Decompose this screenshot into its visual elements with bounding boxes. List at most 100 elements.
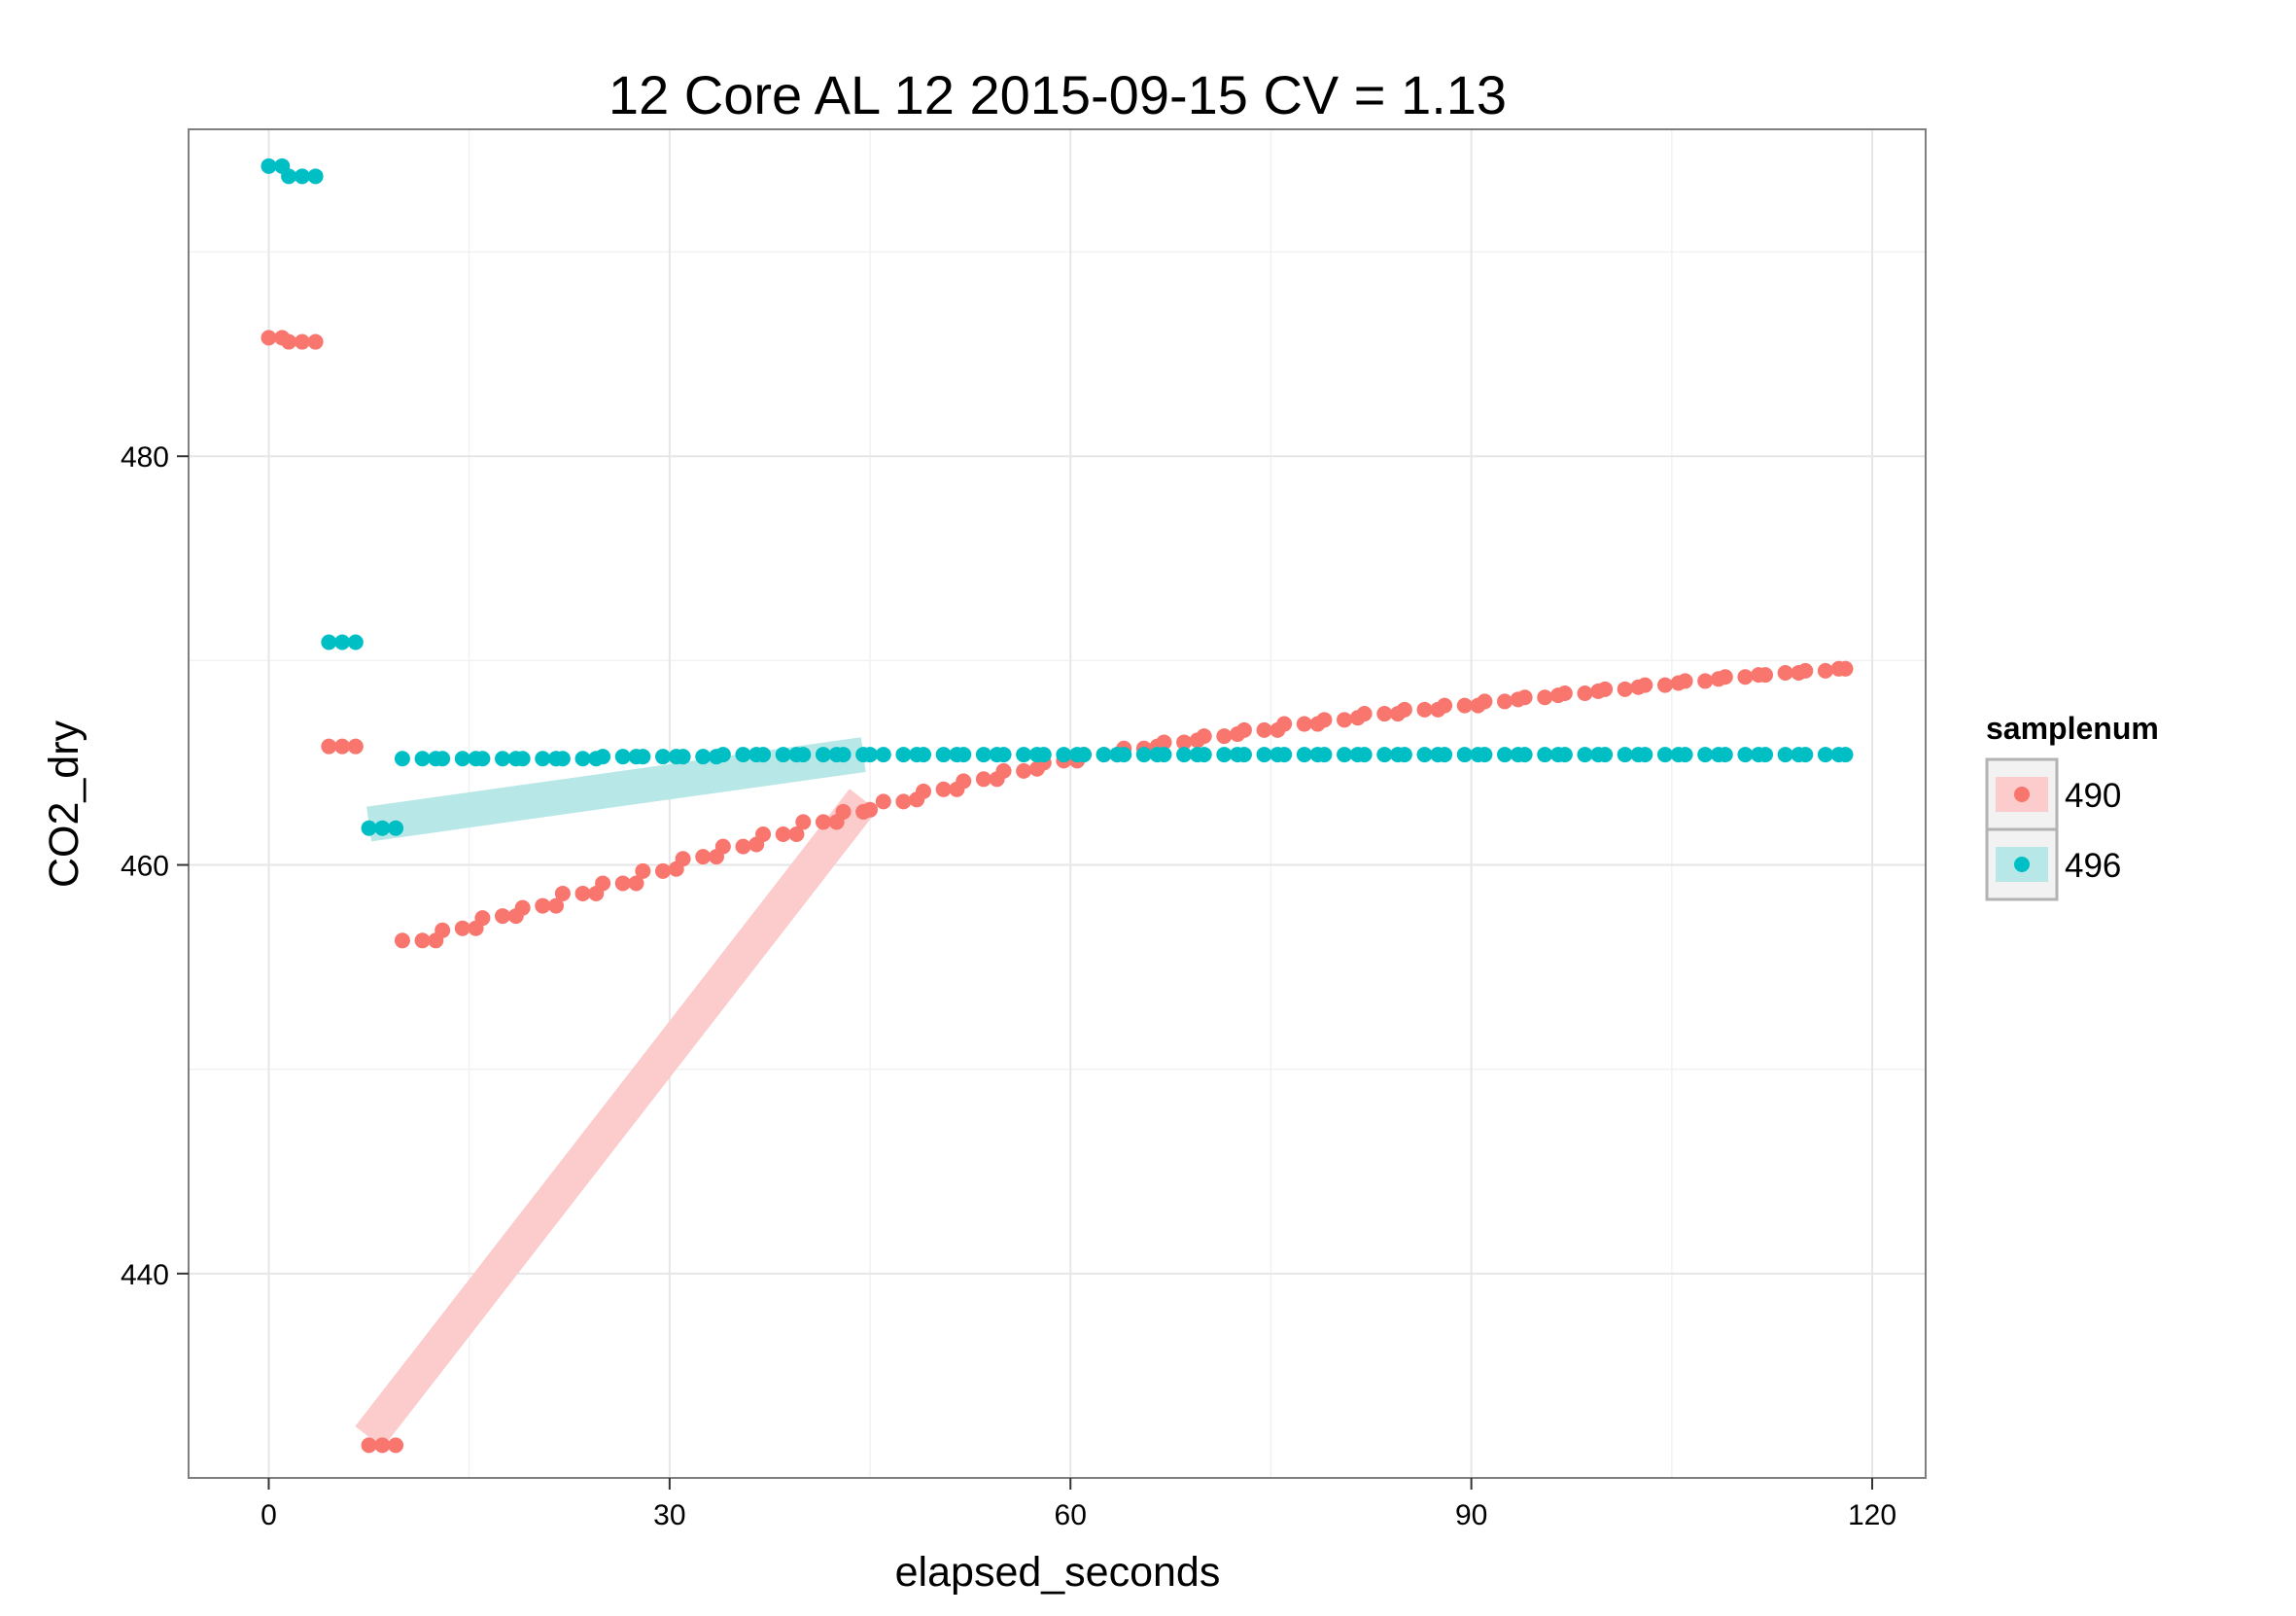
data-point (347, 634, 364, 650)
data-point (1817, 747, 1833, 763)
data-point (1256, 747, 1272, 763)
data-point (1437, 697, 1453, 714)
data-point (1316, 712, 1333, 728)
data-point (574, 885, 591, 901)
data-point (1697, 673, 1714, 689)
data-point (1837, 660, 1854, 677)
data-point (675, 749, 691, 765)
data-point (1196, 747, 1212, 763)
data-point (1677, 673, 1693, 689)
chart-title: 12 Core AL 12 2015-09-15 CV = 1.13 (609, 64, 1507, 125)
data-point (788, 826, 805, 843)
data-point (935, 747, 952, 763)
legend-label: 496 (2065, 847, 2121, 885)
data-point (361, 1437, 377, 1454)
x-tick-label: 120 (1848, 1499, 1896, 1531)
data-point (895, 747, 912, 763)
data-point (875, 747, 891, 763)
data-point (1477, 747, 1493, 763)
data-point (1437, 747, 1453, 763)
data-point (628, 875, 644, 892)
data-point (307, 168, 324, 185)
data-point (1637, 747, 1653, 763)
data-point (755, 826, 772, 843)
data-point (1496, 693, 1513, 710)
data-point (1316, 747, 1333, 763)
data-point (414, 932, 431, 949)
data-point (695, 749, 712, 765)
legend-key-490: 490 (1985, 757, 2121, 831)
data-point (1016, 762, 1032, 779)
data-point (1156, 747, 1172, 763)
data-point (1035, 747, 1052, 763)
data-point (1717, 747, 1733, 763)
data-point (474, 910, 491, 927)
data-point (281, 168, 297, 185)
data-point (414, 751, 431, 767)
plot-border (188, 128, 1927, 1479)
data-point (1337, 712, 1353, 728)
data-point (1116, 747, 1132, 763)
data-point (1677, 747, 1693, 763)
data-point (1777, 747, 1793, 763)
data-point (895, 793, 912, 810)
data-point (374, 820, 391, 836)
data-point (514, 751, 531, 767)
data-point (1156, 734, 1172, 751)
fit-band-496 (366, 737, 866, 842)
data-point (1777, 665, 1793, 682)
data-point (495, 751, 511, 767)
data-point (1216, 728, 1233, 745)
data-point (1356, 706, 1373, 722)
data-point (1196, 728, 1212, 745)
data-point (388, 820, 404, 836)
data-point (635, 862, 651, 879)
data-point (1737, 747, 1754, 763)
data-point (595, 875, 611, 892)
legend-keys: 490 496 (1985, 757, 2121, 901)
legend: samplenum 490 496 (1985, 711, 2159, 901)
data-point (307, 334, 324, 350)
y-tick-label: 480 (121, 441, 169, 474)
data-point (495, 908, 511, 925)
x-tick-label: 90 (1455, 1499, 1487, 1531)
data-points (261, 158, 1854, 1454)
data-point (1176, 734, 1193, 751)
data-point (1797, 662, 1814, 679)
data-point (1637, 677, 1653, 693)
data-point (554, 885, 571, 901)
data-point (815, 814, 831, 830)
y-tick-label: 440 (121, 1259, 169, 1291)
data-point (474, 751, 491, 767)
data-point (654, 749, 671, 765)
data-point (548, 897, 565, 914)
legend-label: 490 (2065, 777, 2121, 815)
data-point (835, 803, 852, 820)
data-point (1757, 747, 1774, 763)
data-point (1296, 747, 1312, 763)
data-point (1396, 747, 1412, 763)
data-point (1276, 716, 1293, 732)
data-point (1376, 706, 1393, 722)
data-point (916, 747, 932, 763)
data-point (1556, 685, 1573, 702)
y-axis-ticks: 440 460 480 (121, 441, 189, 1291)
data-point (281, 334, 297, 350)
data-point (956, 773, 972, 790)
data-point (1235, 747, 1252, 763)
data-point (1577, 747, 1593, 763)
data-point (347, 738, 364, 755)
data-point (614, 875, 631, 892)
data-point (1416, 747, 1433, 763)
data-point (388, 1437, 404, 1454)
data-point (995, 747, 1012, 763)
data-point (1837, 747, 1854, 763)
data-point (435, 751, 451, 767)
data-point (1496, 747, 1513, 763)
major-gridlines (189, 129, 1926, 1478)
data-point (614, 749, 631, 765)
data-point (1757, 667, 1774, 684)
data-point (1577, 685, 1593, 702)
data-point (714, 747, 731, 763)
